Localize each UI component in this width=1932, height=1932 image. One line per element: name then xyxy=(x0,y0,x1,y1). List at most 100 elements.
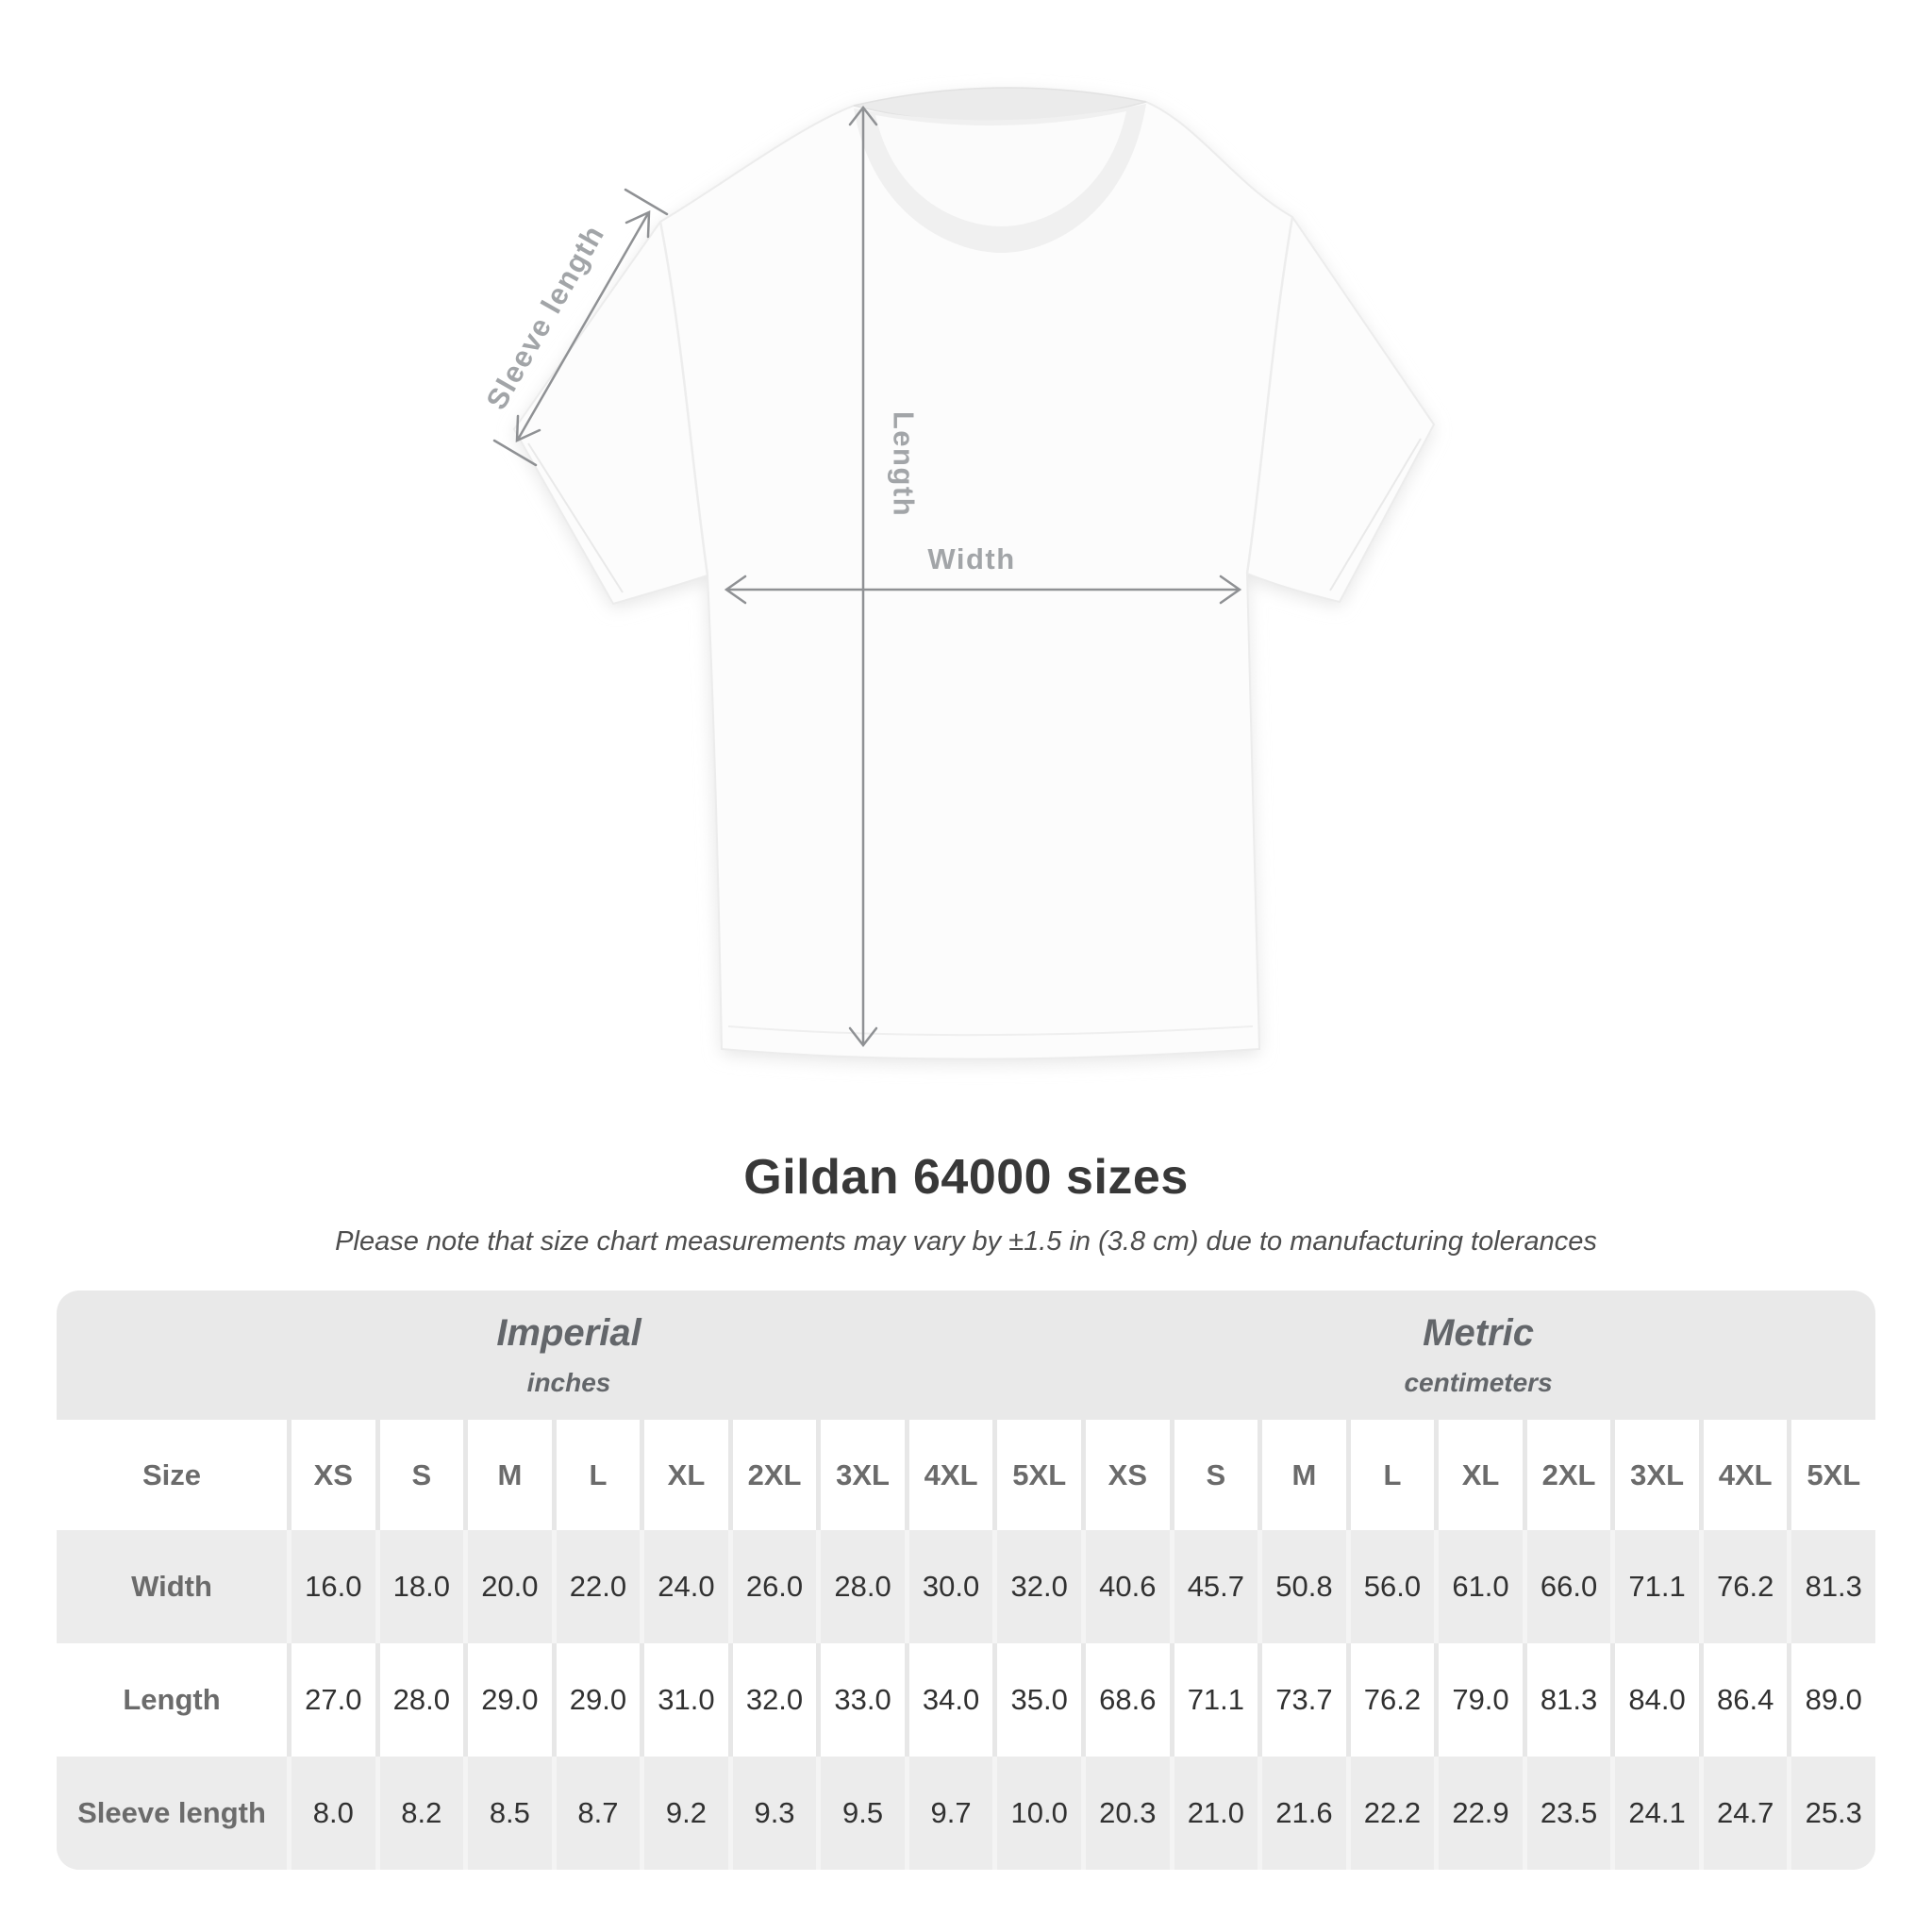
value-cell: 28.0 xyxy=(375,1643,464,1757)
size-header-metric-5xl: 5XL xyxy=(1787,1420,1875,1530)
size-header-metric-4xl: 4XL xyxy=(1698,1420,1788,1530)
value-cell: 33.0 xyxy=(816,1643,905,1757)
value-cell: 32.0 xyxy=(727,1643,817,1757)
value-cell: 76.2 xyxy=(1698,1530,1788,1643)
value-cell: 71.1 xyxy=(1610,1530,1699,1643)
value-cell: 21.6 xyxy=(1257,1757,1346,1870)
size-header-metric-xs: XS xyxy=(1081,1420,1170,1530)
size-header-metric-3xl: 3XL xyxy=(1610,1420,1699,1530)
unit-header-metric: Metric centimeters xyxy=(1081,1291,1875,1420)
tshirt-body xyxy=(512,87,1436,1060)
size-header-row: Size XS S M L XL 2XL 3XL 4XL 5XL XS S M L XL 2XL 3XL 4XL 5… xyxy=(57,1420,1875,1530)
size-header-imperial-m: M xyxy=(463,1420,552,1530)
row-label: Width xyxy=(57,1530,287,1643)
measurement-row-length: Length 27.0 28.0 29.0 29.0 31.0 32.0 33.0 34.0 35… xyxy=(57,1643,1875,1757)
size-header-imperial-5xl: 5XL xyxy=(992,1420,1082,1530)
value-cell: 81.3 xyxy=(1522,1643,1611,1757)
right-sleeve-hem-seam xyxy=(1329,438,1422,591)
value-cell: 8.5 xyxy=(463,1757,552,1870)
value-cell: 8.2 xyxy=(375,1757,464,1870)
row-label: Sleeve length xyxy=(57,1757,287,1870)
metric-unit-label: centimeters xyxy=(1404,1368,1553,1397)
size-chart: Imperial inches Metric centimeters Size X… xyxy=(57,1291,1875,1870)
unit-header-row: Imperial inches Metric centimeters xyxy=(57,1291,1875,1420)
size-chart-body: Width 16.0 18.0 20.0 22.0 24.0 26.0 28.0 30.0 32.… xyxy=(57,1530,1875,1870)
value-cell: 27.0 xyxy=(287,1643,375,1757)
value-cell: 73.7 xyxy=(1257,1643,1346,1757)
value-cell: 40.6 xyxy=(1081,1530,1170,1643)
page-subtitle: Please note that size chart measurements… xyxy=(335,1226,1597,1257)
value-cell: 21.0 xyxy=(1169,1757,1258,1870)
value-cell: 76.2 xyxy=(1345,1643,1435,1757)
measurement-row-width: Width 16.0 18.0 20.0 22.0 24.0 26.0 28.0 30.0 32.… xyxy=(57,1530,1875,1643)
size-header-imperial-4xl: 4XL xyxy=(904,1420,993,1530)
value-cell: 56.0 xyxy=(1345,1530,1435,1643)
value-cell: 9.7 xyxy=(904,1757,993,1870)
size-header-metric-m: M xyxy=(1257,1420,1346,1530)
value-cell: 20.3 xyxy=(1081,1757,1170,1870)
size-chart-table: Imperial inches Metric centimeters Size X… xyxy=(57,1291,1875,1870)
value-cell: 9.3 xyxy=(727,1757,817,1870)
value-cell: 71.1 xyxy=(1169,1643,1258,1757)
size-col-header: Size xyxy=(57,1420,287,1530)
value-cell: 79.0 xyxy=(1434,1643,1523,1757)
value-cell: 18.0 xyxy=(375,1530,464,1643)
imperial-label: Imperial xyxy=(496,1312,641,1354)
value-cell: 24.7 xyxy=(1698,1757,1788,1870)
left-sleeve-seam xyxy=(658,221,709,576)
size-header-imperial-3xl: 3XL xyxy=(816,1420,905,1530)
size-header-metric-s: S xyxy=(1169,1420,1258,1530)
size-header-metric-l: L xyxy=(1345,1420,1435,1530)
value-cell: 29.0 xyxy=(463,1643,552,1757)
size-header-metric-xl: XL xyxy=(1434,1420,1523,1530)
value-cell: 24.1 xyxy=(1610,1757,1699,1870)
size-header-imperial-xl: XL xyxy=(640,1420,728,1530)
value-cell: 20.0 xyxy=(463,1530,552,1643)
value-cell: 34.0 xyxy=(904,1643,993,1757)
value-cell: 24.0 xyxy=(640,1530,728,1643)
width-dimension-line xyxy=(724,575,1242,605)
unit-header-imperial: Imperial inches xyxy=(57,1291,1082,1420)
value-cell: 22.0 xyxy=(551,1530,641,1643)
value-cell: 89.0 xyxy=(1787,1643,1875,1757)
width-label: Width xyxy=(927,542,1015,575)
value-cell: 66.0 xyxy=(1522,1530,1611,1643)
value-cell: 31.0 xyxy=(640,1643,728,1757)
size-header-metric-2xl: 2XL xyxy=(1522,1420,1611,1530)
value-cell: 61.0 xyxy=(1434,1530,1523,1643)
size-header-imperial-2xl: 2XL xyxy=(727,1420,817,1530)
bottom-hem-seam xyxy=(727,1025,1254,1037)
left-sleeve-hem-seam xyxy=(527,442,624,593)
length-dimension-line xyxy=(848,105,878,1048)
value-cell: 26.0 xyxy=(727,1530,817,1643)
tshirt-measurement-diagram: Sleeve length Length Width xyxy=(479,87,1436,1064)
value-cell: 35.0 xyxy=(992,1643,1081,1757)
value-cell: 9.5 xyxy=(816,1757,905,1870)
value-cell: 22.9 xyxy=(1434,1757,1523,1870)
metric-label: Metric xyxy=(1423,1312,1534,1354)
measurement-row-sleeve-length: Sleeve length 8.0 8.2 8.5 8.7 9.2 9.3 9.5 9.7 10.… xyxy=(57,1757,1875,1870)
sleeve-length-dimension-line xyxy=(492,188,669,467)
value-cell: 86.4 xyxy=(1698,1643,1788,1757)
length-label: Length xyxy=(888,411,921,517)
value-cell: 84.0 xyxy=(1610,1643,1699,1757)
value-cell: 50.8 xyxy=(1257,1530,1346,1643)
value-cell: 45.7 xyxy=(1169,1530,1258,1643)
size-header-imperial-s: S xyxy=(375,1420,464,1530)
value-cell: 22.2 xyxy=(1345,1757,1435,1870)
page-title: Gildan 64000 sizes xyxy=(743,1150,1189,1205)
value-cell: 23.5 xyxy=(1522,1757,1611,1870)
value-cell: 9.2 xyxy=(640,1757,728,1870)
value-cell: 10.0 xyxy=(992,1757,1081,1870)
right-sleeve-seam xyxy=(1245,216,1294,575)
value-cell: 16.0 xyxy=(287,1530,375,1643)
value-cell: 81.3 xyxy=(1787,1530,1875,1643)
value-cell: 8.7 xyxy=(551,1757,641,1870)
row-label: Length xyxy=(123,1683,221,1716)
value-cell: 29.0 xyxy=(551,1643,641,1757)
size-header-imperial-xs: XS xyxy=(287,1420,375,1530)
value-cell: 32.0 xyxy=(992,1530,1081,1643)
value-cell: 30.0 xyxy=(904,1530,993,1643)
size-header-imperial-l: L xyxy=(551,1420,641,1530)
value-cell: 28.0 xyxy=(816,1530,905,1643)
